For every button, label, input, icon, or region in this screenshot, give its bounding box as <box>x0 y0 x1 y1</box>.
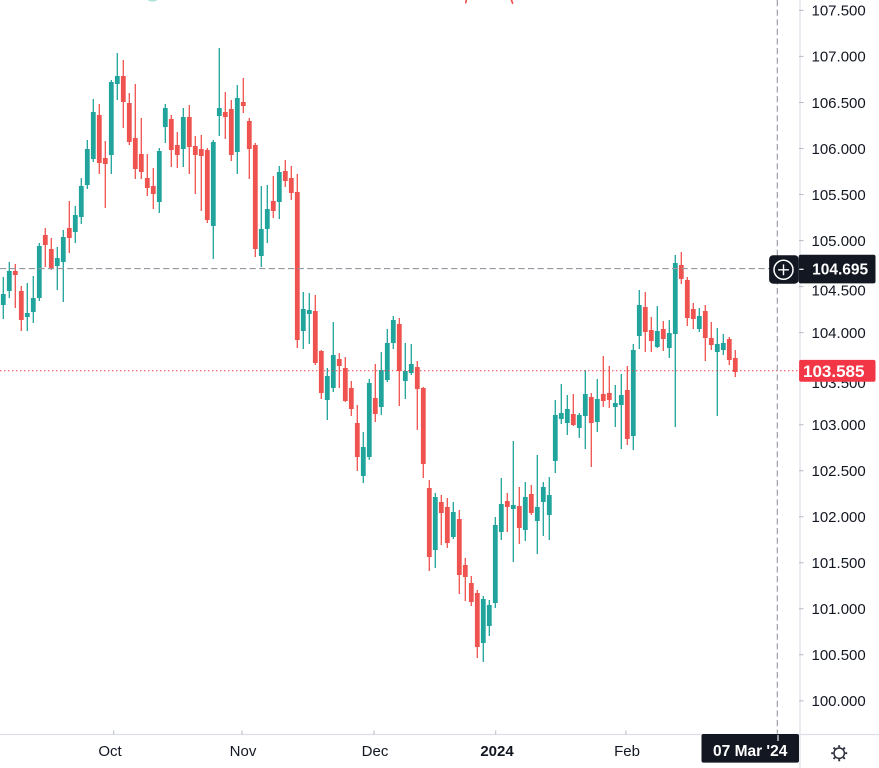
svg-text:107.000: 107.000 <box>812 49 866 66</box>
svg-text:107.500: 107.500 <box>812 3 866 20</box>
svg-text:Dec: Dec <box>362 743 389 760</box>
svg-text:105.500: 105.500 <box>812 187 866 204</box>
svg-text:100.000: 100.000 <box>812 693 866 710</box>
svg-text:100.500: 100.500 <box>812 647 866 664</box>
svg-text:105.000: 105.000 <box>812 233 866 250</box>
svg-text:Nov: Nov <box>230 743 257 760</box>
svg-text:Feb: Feb <box>614 743 640 760</box>
svg-text:104.500: 104.500 <box>812 282 866 299</box>
svg-text:102.500: 102.500 <box>812 463 866 480</box>
svg-text:07 Mar '24: 07 Mar '24 <box>713 743 788 760</box>
svg-text:104.695: 104.695 <box>812 262 868 279</box>
svg-text:101.000: 101.000 <box>812 601 866 618</box>
svg-text:101.500: 101.500 <box>812 555 866 572</box>
svg-text:104.000: 104.000 <box>812 325 866 342</box>
svg-text:2024: 2024 <box>480 743 514 760</box>
svg-text:106.500: 106.500 <box>812 95 866 112</box>
svg-text:103.000: 103.000 <box>812 417 866 434</box>
svg-text:103.585: 103.585 <box>803 362 864 381</box>
svg-text:102.000: 102.000 <box>812 509 866 526</box>
svg-text:Oct: Oct <box>98 743 122 760</box>
svg-text:106.000: 106.000 <box>812 141 866 158</box>
